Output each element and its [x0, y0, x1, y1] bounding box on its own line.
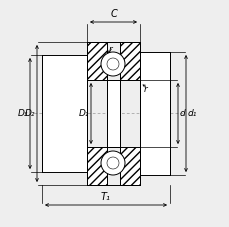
- Circle shape: [101, 52, 124, 76]
- Text: T₁: T₁: [101, 192, 110, 202]
- Text: r: r: [109, 45, 112, 54]
- Text: D₃: D₃: [17, 109, 28, 118]
- Circle shape: [101, 151, 124, 175]
- Text: d₁: d₁: [187, 109, 196, 118]
- Text: d: d: [179, 109, 185, 118]
- Bar: [87, 147, 106, 185]
- Bar: [42, 55, 87, 172]
- Text: D₂: D₂: [25, 109, 35, 118]
- Text: C: C: [110, 9, 116, 19]
- Bar: [87, 42, 106, 80]
- Bar: [120, 147, 139, 185]
- Bar: [106, 80, 120, 147]
- Bar: [120, 42, 139, 80]
- Circle shape: [106, 157, 118, 169]
- Bar: [139, 52, 169, 175]
- Circle shape: [106, 58, 118, 70]
- Text: r: r: [143, 86, 147, 94]
- Text: D₁: D₁: [78, 109, 89, 118]
